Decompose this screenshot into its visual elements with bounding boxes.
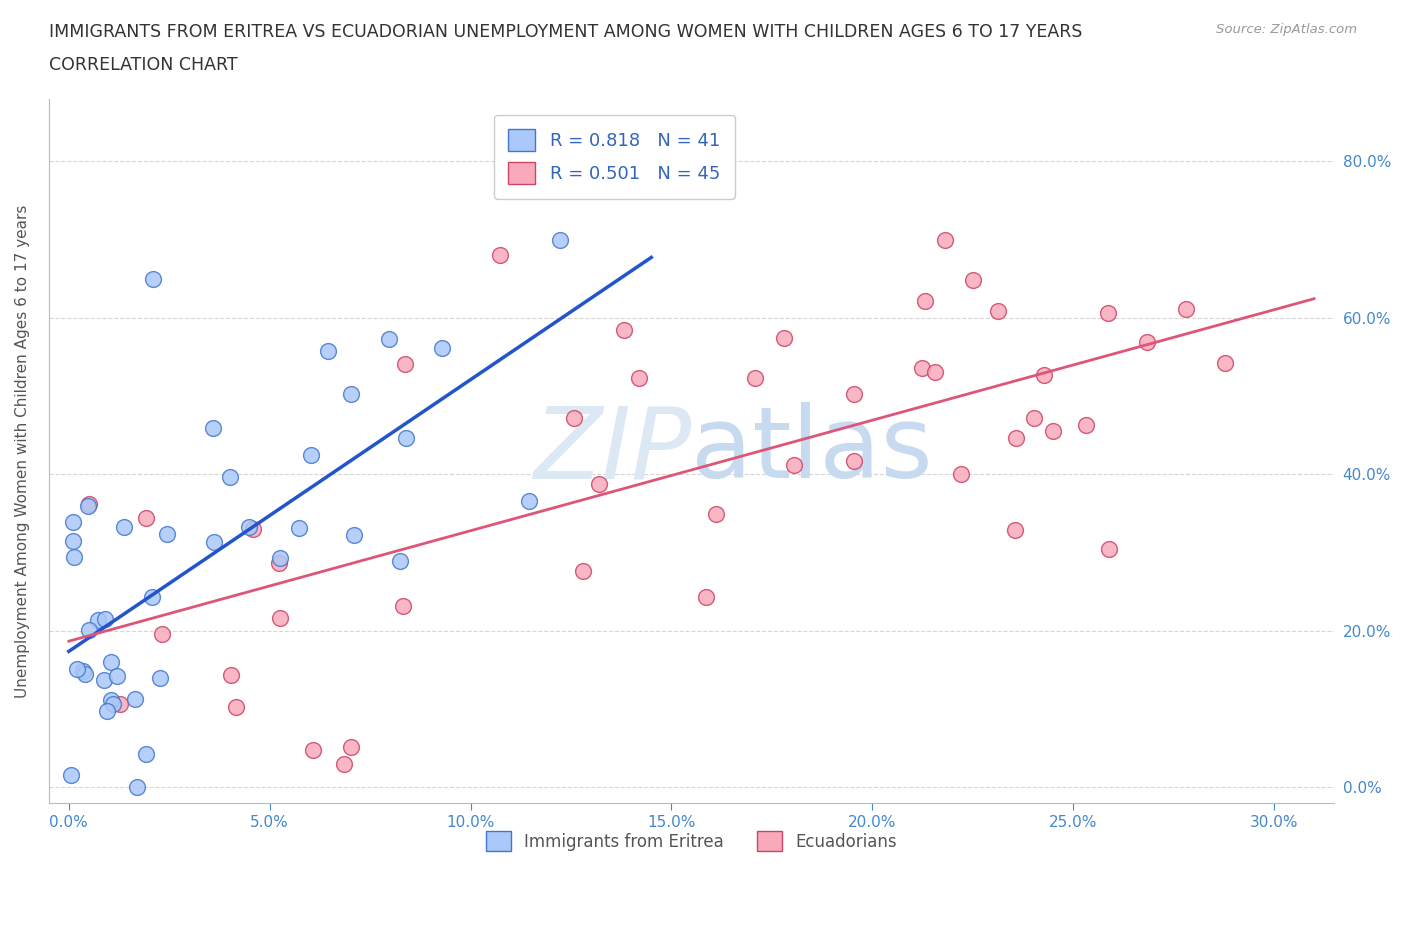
Point — [949, 467, 972, 482]
Point — [914, 294, 936, 309]
Point — [103, 697, 125, 711]
Point — [76, 498, 98, 513]
Point — [96, 704, 118, 719]
Point — [73, 666, 96, 681]
Point — [704, 507, 727, 522]
Point — [79, 622, 101, 637]
Point — [299, 447, 322, 462]
Point — [627, 370, 650, 385]
Point — [340, 739, 363, 754]
Point — [934, 232, 956, 247]
Point — [238, 520, 260, 535]
Point — [124, 692, 146, 707]
Point — [156, 526, 179, 541]
Point — [1174, 301, 1197, 316]
Point — [842, 387, 865, 402]
Point — [93, 672, 115, 687]
Text: IMMIGRANTS FROM ERITREA VS ECUADORIAN UNEMPLOYMENT AMONG WOMEN WITH CHILDREN AGE: IMMIGRANTS FROM ERITREA VS ECUADORIAN UN… — [49, 23, 1083, 41]
Point — [301, 743, 323, 758]
Point — [112, 520, 135, 535]
Point — [695, 590, 717, 604]
Point — [962, 272, 984, 287]
Point — [1213, 355, 1236, 370]
Point — [773, 331, 796, 346]
Point — [94, 612, 117, 627]
Point — [432, 340, 454, 355]
Text: Source: ZipAtlas.com: Source: ZipAtlas.com — [1216, 23, 1357, 36]
Point — [269, 610, 291, 625]
Point — [150, 627, 173, 642]
Point — [202, 535, 225, 550]
Point — [571, 564, 593, 578]
Point — [1098, 542, 1121, 557]
Point — [332, 756, 354, 771]
Point — [202, 420, 225, 435]
Point — [1074, 418, 1097, 432]
Point — [288, 521, 311, 536]
Point — [1024, 410, 1046, 425]
Point — [110, 697, 132, 711]
Point — [100, 693, 122, 708]
Point — [1033, 367, 1056, 382]
Point — [62, 534, 84, 549]
Point — [149, 671, 172, 685]
Point — [911, 360, 934, 375]
Point — [343, 528, 366, 543]
Point — [394, 356, 416, 371]
Point — [316, 343, 339, 358]
Point — [225, 700, 247, 715]
Text: CORRELATION CHART: CORRELATION CHART — [49, 56, 238, 73]
Point — [987, 304, 1010, 319]
Text: atlas: atlas — [692, 403, 934, 499]
Point — [72, 663, 94, 678]
Point — [219, 470, 242, 485]
Point — [242, 522, 264, 537]
Point — [62, 514, 84, 529]
Point — [1004, 523, 1026, 538]
Point — [488, 247, 510, 262]
Y-axis label: Unemployment Among Women with Children Ages 6 to 17 years: Unemployment Among Women with Children A… — [15, 205, 30, 698]
Point — [924, 365, 946, 379]
Point — [127, 780, 149, 795]
Point — [389, 553, 412, 568]
Point — [378, 332, 401, 347]
Point — [1136, 335, 1159, 350]
Point — [141, 590, 163, 604]
Point — [62, 550, 84, 565]
Point — [105, 668, 128, 683]
Point — [135, 747, 157, 762]
Point — [135, 511, 157, 525]
Point — [66, 661, 89, 676]
Point — [1042, 423, 1064, 438]
Point — [391, 599, 413, 614]
Point — [142, 272, 165, 286]
Point — [562, 410, 585, 425]
Point — [783, 458, 806, 472]
Point — [1097, 306, 1119, 321]
Point — [395, 431, 418, 445]
Point — [588, 477, 610, 492]
Point — [340, 387, 363, 402]
Point — [744, 371, 766, 386]
Point — [87, 612, 110, 627]
Point — [269, 551, 291, 565]
Point — [269, 555, 291, 570]
Point — [842, 453, 865, 468]
Point — [517, 493, 540, 508]
Point — [1004, 431, 1026, 445]
Text: ZIP: ZIP — [533, 403, 692, 499]
Point — [59, 767, 82, 782]
Point — [77, 496, 100, 511]
Point — [548, 232, 571, 247]
Point — [219, 668, 242, 683]
Point — [100, 654, 122, 669]
Point — [613, 323, 636, 338]
Legend: Immigrants from Eritrea, Ecuadorians: Immigrants from Eritrea, Ecuadorians — [479, 825, 904, 858]
